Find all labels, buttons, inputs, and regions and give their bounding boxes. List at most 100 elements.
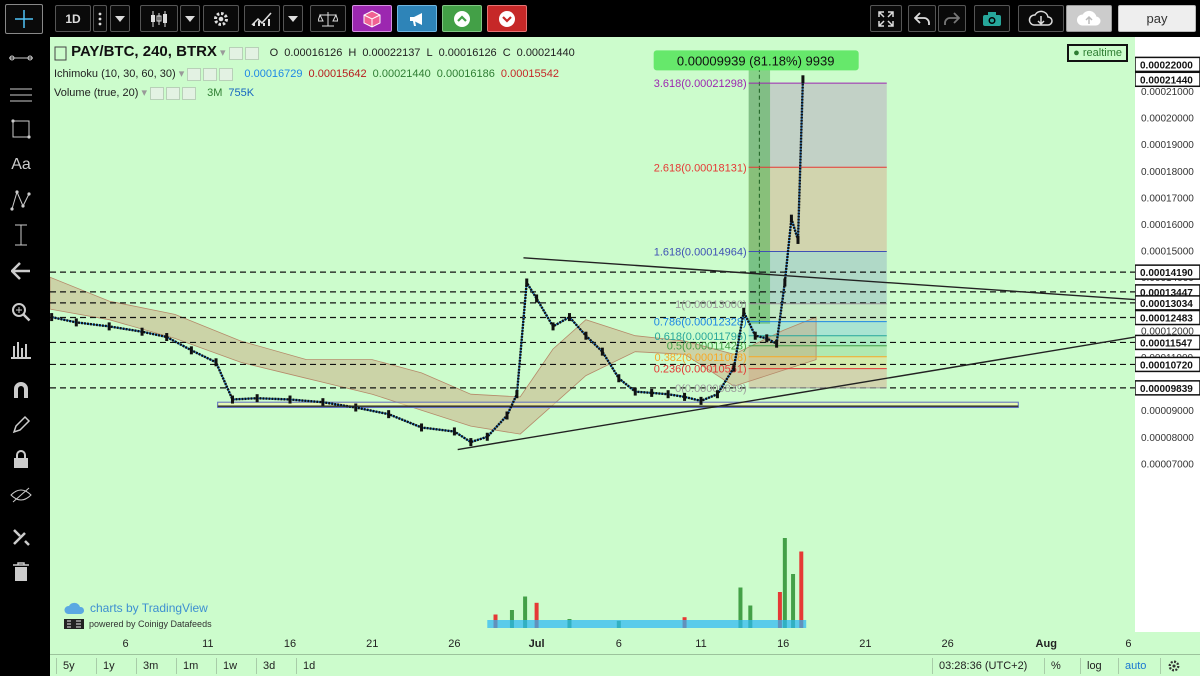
volume-bar [534, 602, 539, 628]
chevron-down-icon [288, 15, 298, 22]
compare-button[interactable] [310, 5, 346, 32]
lock-button[interactable] [6, 444, 36, 474]
candle [50, 313, 54, 322]
candle [469, 438, 473, 447]
ichimoku-settings-button[interactable] [203, 67, 218, 81]
chart-plot[interactable]: 0(0.00009839) 0.236(0.00010561)0.382(0.00… [50, 37, 1135, 632]
percent-toggle[interactable]: % [1044, 658, 1067, 674]
time-tick: 6 [1125, 638, 1131, 650]
candle [775, 339, 779, 348]
price-tick: 0.00008000 [1141, 433, 1194, 444]
interval-dropdown-button[interactable] [110, 5, 130, 32]
legend-eye-button[interactable] [228, 46, 243, 60]
candle [683, 392, 687, 401]
indicators-dropdown-button[interactable] [283, 5, 303, 32]
time-tick: 26 [448, 638, 460, 650]
chart-settings-button[interactable] [1160, 658, 1187, 674]
auto-toggle[interactable]: auto [1118, 658, 1152, 674]
downvote-button[interactable] [487, 5, 527, 32]
price-marker [1134, 380, 1200, 396]
hide-drawings-button[interactable] [6, 480, 36, 510]
ichimoku-value: 0.00015642 [308, 68, 367, 80]
time-axis[interactable]: 6 11 16 21 26 Jul 6 11 16 21 26 Aug 6 [50, 632, 1200, 654]
magnet-button[interactable] [6, 375, 36, 405]
range-button-1m[interactable]: 1m [176, 658, 204, 674]
candle [584, 331, 588, 340]
price-marker [1134, 264, 1200, 280]
chart-area[interactable]: 0(0.00009839) 0.236(0.00010561) 0.382(0.00… [50, 37, 1135, 632]
time-scale[interactable]: 6 11 16 21 26 Jul 6 11 16 21 26 Aug 6 [50, 632, 1200, 654]
price-scale[interactable]: 0.000070000.000080000.000090000.00010000… [1134, 37, 1200, 632]
realtime-text: realtime [1082, 47, 1122, 59]
price-marker-label: 0.00010720 [1140, 360, 1193, 371]
legend-dropdown-icon[interactable]: ▾ [220, 47, 226, 59]
candle [230, 395, 234, 404]
save-chart-button[interactable] [1066, 5, 1112, 32]
trash-icon [13, 562, 29, 581]
candle [255, 394, 259, 403]
zoom-button[interactable] [6, 297, 36, 327]
rectangle-icon [11, 119, 31, 139]
text-tool-icon: Aa [11, 156, 31, 173]
ichimoku-value: 0.00016729 [244, 68, 303, 80]
price-marker-label: 0.00011547 [1140, 338, 1193, 349]
interval-more-button[interactable] [93, 5, 107, 32]
ichimoku-eye-button[interactable] [187, 67, 202, 81]
volume-eye-button[interactable] [150, 86, 165, 100]
range-button-1w[interactable]: 1w [216, 658, 243, 674]
cloud-upload-icon [1076, 10, 1101, 25]
chart-style-button[interactable] [140, 5, 178, 32]
load-chart-button[interactable] [1018, 5, 1064, 32]
legend-dropdown-icon[interactable]: ▾ [178, 68, 185, 80]
tradingview-brand: charts by TradingView [90, 601, 208, 615]
cube-button[interactable] [352, 5, 392, 32]
magnifier-icon [12, 303, 31, 322]
range-button-5y[interactable]: 5y [56, 658, 81, 674]
price-marker [1134, 71, 1200, 88]
back-button[interactable] [6, 256, 36, 286]
cloud-download-icon [1028, 10, 1053, 26]
fib-label: 0.382(0.00011008) [655, 352, 747, 364]
tools-button[interactable] [6, 522, 36, 552]
lines-tool-button[interactable] [6, 80, 36, 110]
range-button-3m[interactable]: 3m [136, 658, 164, 674]
line-tool-button[interactable] [6, 43, 36, 73]
log-toggle[interactable]: log [1080, 658, 1108, 674]
legend-dropdown-icon[interactable]: ▾ [141, 87, 147, 99]
zoom-range-button[interactable] [6, 334, 36, 364]
announcement-button[interactable] [397, 5, 437, 32]
redo-button[interactable] [938, 5, 966, 32]
volume-bar [791, 574, 796, 628]
range-button-3d[interactable]: 3d [256, 658, 281, 674]
ichimoku-remove-button[interactable] [219, 67, 234, 81]
stay-in-drawing-button[interactable] [6, 410, 36, 440]
candle [617, 374, 621, 383]
upvote-button[interactable] [442, 5, 482, 32]
legend-settings-button[interactable] [244, 46, 259, 60]
clock: 03:28:36 (UTC+2) [932, 658, 1033, 674]
measure-tool-button[interactable] [6, 220, 36, 250]
candle [567, 313, 571, 322]
text-tool-button[interactable]: Aa [6, 150, 36, 180]
snapshot-button[interactable] [974, 5, 1010, 32]
ichimoku-value: 0.00016186 [436, 68, 495, 80]
pattern-tool-button[interactable] [6, 185, 36, 215]
volume-settings-button[interactable] [166, 86, 181, 100]
chart-style-dropdown-button[interactable] [180, 5, 200, 32]
undo-button[interactable] [908, 5, 936, 32]
symbol-field[interactable]: pay [1118, 5, 1196, 32]
price-axis[interactable]: 0.000070000.000080000.000090000.00010000… [1134, 37, 1200, 632]
interval-button[interactable]: 1D [55, 5, 91, 32]
price-series [51, 79, 805, 444]
top-toolbar: 1D [0, 0, 1200, 38]
time-tick: 6 [616, 638, 622, 650]
crosshair-tool-button[interactable] [5, 4, 43, 34]
indicators-button[interactable] [244, 5, 280, 32]
volume-remove-button[interactable] [182, 86, 197, 100]
range-button-1d[interactable]: 1d [296, 658, 321, 674]
rectangle-tool-button[interactable] [6, 114, 36, 144]
range-button-1y[interactable]: 1y [96, 658, 121, 674]
delete-drawings-button[interactable] [6, 557, 36, 587]
fullscreen-button[interactable] [870, 5, 902, 32]
settings-button[interactable] [203, 5, 239, 32]
